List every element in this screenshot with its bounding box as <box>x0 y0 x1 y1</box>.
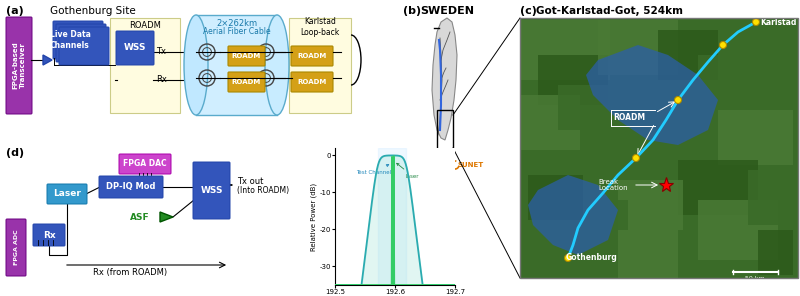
Text: FPGA ADC: FPGA ADC <box>14 230 18 265</box>
Circle shape <box>565 255 571 261</box>
Text: Gothenburg: Gothenburg <box>566 253 618 262</box>
Bar <box>748 170 793 225</box>
FancyBboxPatch shape <box>116 31 154 65</box>
Bar <box>520 95 580 150</box>
Bar <box>598 20 678 75</box>
Text: (c): (c) <box>520 6 537 16</box>
FancyBboxPatch shape <box>228 72 265 92</box>
Circle shape <box>674 96 682 104</box>
Text: Laser: Laser <box>53 189 81 199</box>
Text: WSS: WSS <box>124 44 146 52</box>
FancyBboxPatch shape <box>228 46 265 66</box>
Bar <box>718 110 793 165</box>
Text: Karlstad: Karlstad <box>760 18 796 27</box>
Text: Tx out: Tx out <box>237 178 263 186</box>
Text: ROADM: ROADM <box>231 79 261 85</box>
Bar <box>698 200 778 260</box>
Text: DP-IQ Mod: DP-IQ Mod <box>106 183 156 192</box>
Bar <box>558 200 628 255</box>
Polygon shape <box>432 18 457 140</box>
Bar <box>289 18 351 113</box>
Bar <box>520 20 610 80</box>
Text: Gothenburg Site: Gothenburg Site <box>50 6 136 16</box>
FancyBboxPatch shape <box>6 17 32 114</box>
Text: 2×262km: 2×262km <box>216 18 257 28</box>
Polygon shape <box>528 175 618 255</box>
Bar <box>538 55 608 105</box>
Text: SWEDEN: SWEDEN <box>420 6 474 16</box>
Text: Aerial Fiber Cable: Aerial Fiber Cable <box>202 28 270 36</box>
Text: Tx: Tx <box>156 47 166 57</box>
Bar <box>437 110 453 150</box>
Text: (e): (e) <box>335 148 353 158</box>
Text: ROADM: ROADM <box>613 113 645 123</box>
Bar <box>558 85 613 130</box>
Text: Test Channel: Test Channel <box>357 165 391 175</box>
Bar <box>758 230 793 275</box>
Bar <box>110 18 180 113</box>
Bar <box>520 18 798 278</box>
FancyBboxPatch shape <box>6 219 26 276</box>
FancyBboxPatch shape <box>99 176 163 198</box>
FancyBboxPatch shape <box>119 154 171 174</box>
Text: ASF: ASF <box>130 213 150 223</box>
Text: Karlstad
Loop-back: Karlstad Loop-back <box>300 17 340 37</box>
Bar <box>520 18 798 278</box>
Y-axis label: Relative Power (dB): Relative Power (dB) <box>310 182 317 250</box>
Text: Break
Location: Break Location <box>598 178 628 192</box>
FancyBboxPatch shape <box>59 27 109 65</box>
Text: 50 km: 50 km <box>745 276 765 281</box>
FancyBboxPatch shape <box>53 21 103 59</box>
Polygon shape <box>586 45 718 145</box>
Bar <box>658 30 718 80</box>
Text: ROADM: ROADM <box>298 53 326 59</box>
Text: Rx (from ROADM): Rx (from ROADM) <box>93 268 167 276</box>
Text: WSS: WSS <box>200 186 222 195</box>
Text: Rx: Rx <box>42 231 55 239</box>
Bar <box>196 15 277 115</box>
Text: FPGA DAC: FPGA DAC <box>123 160 167 168</box>
Text: FPGA-based
Transceiver: FPGA-based Transceiver <box>13 42 26 89</box>
Text: Got-Karlstad-Got, 524km: Got-Karlstad-Got, 524km <box>536 6 683 16</box>
FancyBboxPatch shape <box>56 24 106 62</box>
Circle shape <box>633 155 639 162</box>
FancyBboxPatch shape <box>193 162 230 219</box>
Text: (b): (b) <box>403 6 421 16</box>
Polygon shape <box>160 212 173 222</box>
Circle shape <box>753 18 759 25</box>
Text: ROADM: ROADM <box>298 79 326 85</box>
Ellipse shape <box>184 15 208 115</box>
Text: Live Data
Channels: Live Data Channels <box>50 30 90 50</box>
FancyBboxPatch shape <box>47 184 87 204</box>
Bar <box>528 175 583 220</box>
Text: (d): (d) <box>6 148 24 158</box>
Text: ROADM: ROADM <box>231 53 261 59</box>
Bar <box>678 160 758 215</box>
Text: (Into ROADM): (Into ROADM) <box>237 186 289 195</box>
Text: (a): (a) <box>6 6 24 16</box>
Text: ROADM: ROADM <box>129 22 161 30</box>
Ellipse shape <box>265 15 289 115</box>
Bar <box>618 180 683 230</box>
Bar <box>618 230 678 278</box>
FancyBboxPatch shape <box>291 72 333 92</box>
Circle shape <box>719 41 726 49</box>
Text: laser: laser <box>397 163 419 178</box>
Text: Rx: Rx <box>156 75 167 84</box>
Polygon shape <box>43 55 52 65</box>
Bar <box>698 55 788 120</box>
FancyBboxPatch shape <box>291 46 333 66</box>
Text: SUNET: SUNET <box>457 162 483 168</box>
FancyBboxPatch shape <box>33 224 65 246</box>
